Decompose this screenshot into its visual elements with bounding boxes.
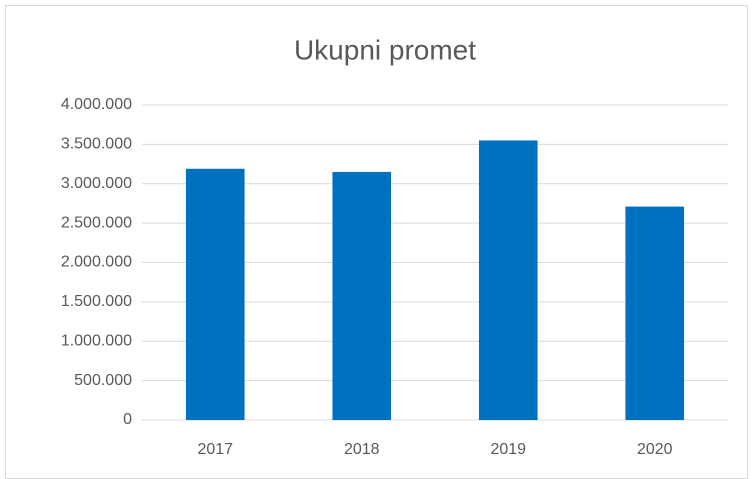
x-tick-label: 2020 <box>637 441 673 458</box>
y-tick-label: 3.500.000 <box>61 136 132 153</box>
x-tick-label: 2018 <box>344 441 380 458</box>
x-tick-label: 2019 <box>490 441 526 458</box>
y-tick-label: 4.000.000 <box>61 96 132 113</box>
y-tick-label: 2.000.000 <box>61 254 132 271</box>
y-tick-label: 1.000.000 <box>61 332 132 349</box>
y-tick-label: 500.000 <box>74 372 132 389</box>
bar <box>625 206 685 420</box>
bar <box>332 171 392 420</box>
y-tick-label: 3.000.000 <box>61 175 132 192</box>
y-tick-label: 0 <box>123 411 132 428</box>
chart-title: Ukupni promet <box>294 34 476 65</box>
bar <box>185 168 245 420</box>
y-tick-label: 1.500.000 <box>61 293 132 310</box>
y-tick-label: 2.500.000 <box>61 214 132 231</box>
x-tick-label: 2017 <box>197 441 233 458</box>
bar <box>478 140 538 420</box>
